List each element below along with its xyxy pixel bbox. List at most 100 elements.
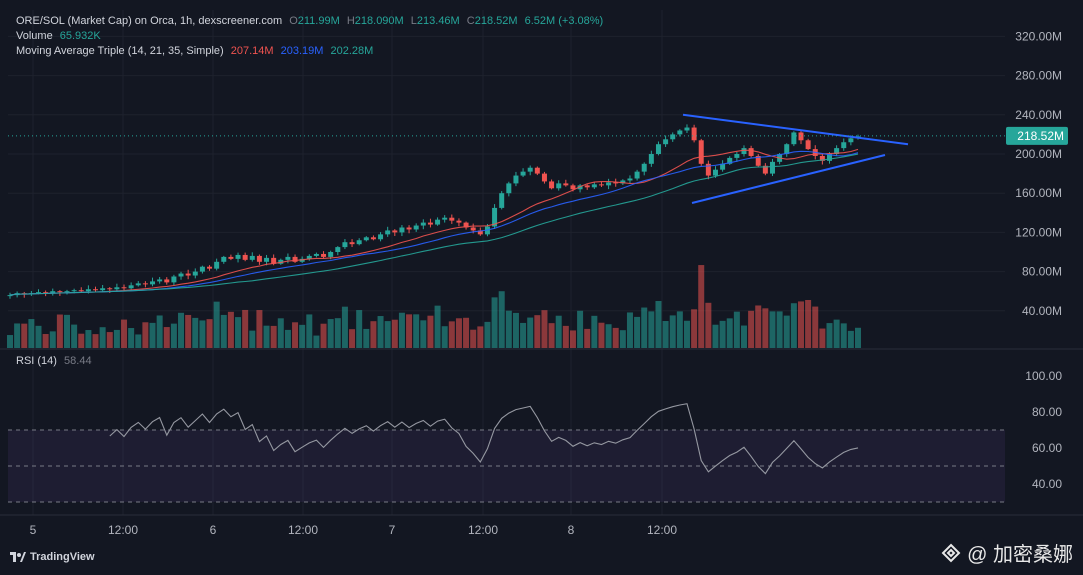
price-tick-label: 120.00M bbox=[1015, 225, 1062, 239]
volume-bar bbox=[463, 317, 470, 348]
candle-body bbox=[321, 253, 327, 257]
candle-body bbox=[214, 261, 220, 269]
candle-body bbox=[242, 254, 248, 260]
volume-bar bbox=[192, 317, 199, 348]
candle-body bbox=[620, 180, 626, 184]
volume-bar bbox=[363, 328, 370, 348]
candle-body bbox=[135, 283, 141, 286]
volume-bar bbox=[206, 319, 213, 348]
candle-body bbox=[762, 165, 768, 174]
candle-body bbox=[413, 225, 419, 230]
candle-body bbox=[805, 140, 811, 150]
candle-body bbox=[684, 127, 690, 131]
volume-bar bbox=[584, 328, 591, 348]
candle-body bbox=[784, 144, 790, 154]
candle-body bbox=[306, 255, 312, 259]
candle-body bbox=[378, 234, 384, 240]
volume-legend: Volume 65.932K bbox=[16, 30, 105, 42]
volume-bar bbox=[56, 314, 63, 348]
volume-bar bbox=[498, 291, 505, 348]
candle-body bbox=[221, 256, 227, 262]
volume-bar bbox=[491, 297, 498, 348]
time-tick-label: 5 bbox=[30, 523, 37, 537]
candle-body bbox=[613, 182, 619, 184]
price-tick-label: 80.00M bbox=[1022, 265, 1062, 279]
volume-bar bbox=[106, 332, 113, 348]
candle-body bbox=[606, 182, 612, 186]
candle-body bbox=[834, 148, 840, 154]
volume-bar bbox=[819, 328, 826, 348]
volume-bar bbox=[178, 312, 185, 348]
volume-bar bbox=[170, 323, 177, 348]
time-tick-label: 12:00 bbox=[288, 523, 318, 537]
candle-body bbox=[826, 154, 832, 161]
candle-body bbox=[363, 237, 369, 241]
candle-body bbox=[100, 288, 106, 291]
candle-body bbox=[641, 163, 647, 172]
volume-label: Volume bbox=[16, 30, 53, 42]
volume-bar bbox=[705, 302, 712, 348]
candle-body bbox=[463, 222, 469, 228]
open-value: 211.99M bbox=[297, 15, 340, 27]
candle-body bbox=[563, 183, 569, 186]
candle-body bbox=[50, 291, 56, 294]
candle-body bbox=[57, 291, 63, 293]
watermark-text: @ 加密桑娜 bbox=[967, 544, 1073, 566]
candle-body bbox=[271, 257, 277, 264]
tradingview-logo[interactable]: TradingView bbox=[10, 551, 95, 563]
candle-body bbox=[385, 230, 391, 235]
volume-bar bbox=[655, 300, 662, 348]
rsi-line bbox=[109, 403, 859, 475]
ma-14-line bbox=[9, 148, 859, 296]
candle-body bbox=[570, 185, 576, 190]
candles bbox=[7, 124, 861, 299]
volume-bar bbox=[840, 323, 847, 348]
volume-bar bbox=[719, 320, 726, 348]
volume-bar bbox=[256, 310, 263, 348]
candle-body bbox=[93, 289, 99, 291]
volume-bars bbox=[7, 265, 861, 348]
candle-body bbox=[185, 273, 191, 276]
volume-bar bbox=[92, 334, 99, 348]
rsi-legend: RSI (14) 58.44 bbox=[16, 355, 96, 367]
volume-bar bbox=[306, 314, 313, 348]
candle-body bbox=[43, 292, 49, 294]
volume-bar bbox=[648, 311, 655, 348]
candle-body bbox=[499, 193, 505, 208]
candle-body bbox=[449, 217, 455, 221]
candle-body bbox=[157, 279, 163, 282]
high-value: 218.090M bbox=[354, 15, 404, 27]
volume-bar bbox=[49, 331, 56, 348]
last-price-tag bbox=[1006, 126, 1068, 145]
candle-body bbox=[435, 219, 441, 225]
triangle-lower-line bbox=[691, 154, 886, 204]
candle-body bbox=[720, 163, 726, 170]
candle-body bbox=[285, 256, 291, 260]
open-label: O bbox=[289, 15, 298, 27]
volume-bar bbox=[370, 321, 377, 348]
symbol-legend: ORE/SOL (Market Cap) on Orca, 1h, dexscr… bbox=[16, 15, 607, 27]
candle-body bbox=[698, 140, 704, 164]
time-tick-label: 12:00 bbox=[468, 523, 498, 537]
volume-bar bbox=[334, 318, 341, 348]
volume-bar bbox=[733, 311, 740, 348]
volume-bar bbox=[242, 309, 249, 348]
volume-bar bbox=[413, 314, 420, 348]
candle-body bbox=[627, 178, 633, 181]
last-price-text: 218.52M bbox=[1017, 129, 1064, 143]
volume-bar bbox=[847, 330, 854, 348]
ma-legend: Moving Average Triple (14, 21, 35, Simpl… bbox=[16, 45, 377, 57]
candle-body bbox=[705, 163, 711, 176]
candle-body bbox=[648, 154, 654, 164]
candle-body bbox=[520, 171, 526, 176]
time-tick-label: 6 bbox=[210, 523, 217, 537]
volume-bar bbox=[805, 300, 812, 348]
volume-bar bbox=[270, 325, 277, 348]
volume-bar bbox=[391, 319, 398, 348]
candle-body bbox=[142, 283, 148, 285]
volume-bar bbox=[213, 301, 220, 348]
candle-body bbox=[150, 281, 156, 285]
time-tick-label: 12:00 bbox=[108, 523, 138, 537]
time-tick-label: 7 bbox=[389, 523, 396, 537]
